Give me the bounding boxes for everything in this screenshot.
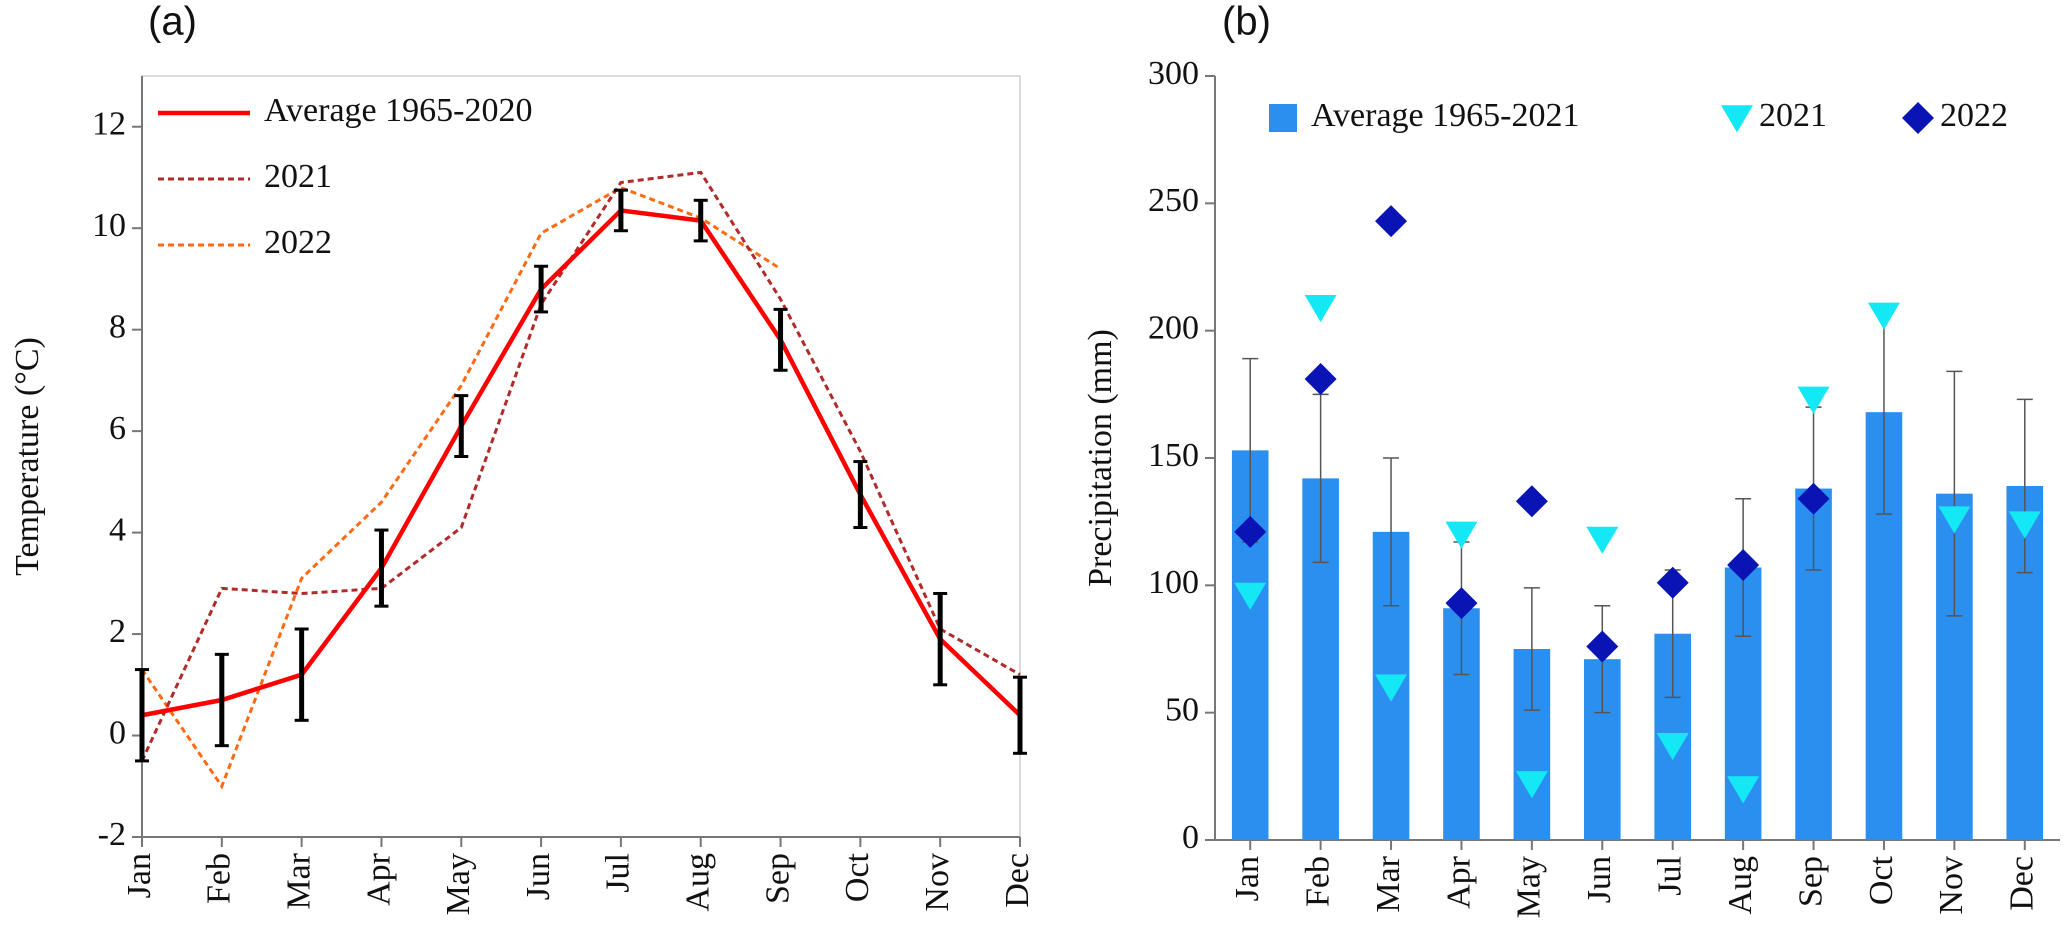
x-tick-label: Jun xyxy=(1581,856,1618,903)
x-tick-label: Jul xyxy=(1652,856,1689,896)
y-tick-label: 2 xyxy=(109,613,126,650)
point xyxy=(1656,566,1689,599)
x-tick-label: Oct xyxy=(1863,855,1900,905)
x-tick-label: Apr xyxy=(360,852,397,906)
x-tick-label: Nov xyxy=(919,853,956,912)
point xyxy=(1586,526,1619,554)
legend-swatch xyxy=(1269,104,1297,132)
y-axis-label: Precipitation (mm) xyxy=(1082,329,1119,587)
legend-label: 2021 xyxy=(1759,97,1827,134)
y-tick-label: 0 xyxy=(1182,819,1199,856)
x-tick-label: Feb xyxy=(201,853,238,904)
x-tick-label: Jan xyxy=(1229,856,1266,901)
point xyxy=(1797,482,1830,515)
x-tick-label: Mar xyxy=(1370,855,1407,912)
x-tick-label: Jan xyxy=(121,853,158,898)
legend-label: 2022 xyxy=(264,224,332,261)
x-tick-label: Feb xyxy=(1299,856,1336,907)
line-series xyxy=(140,185,782,790)
panel-label: (a) xyxy=(148,0,197,44)
y-tick-label: 8 xyxy=(109,308,126,345)
point xyxy=(2008,511,2041,539)
y-tick-label: 50 xyxy=(1165,691,1199,728)
point xyxy=(1515,485,1548,518)
point xyxy=(1234,582,1267,610)
point xyxy=(1727,776,1760,804)
point xyxy=(1375,674,1408,702)
y-tick-label: 150 xyxy=(1148,437,1199,474)
y-axis-label: Temperature (°C) xyxy=(9,337,46,576)
point xyxy=(1304,363,1337,396)
x-tick-label: Dec xyxy=(999,853,1036,908)
x-tick-label: Dec xyxy=(2004,856,2041,911)
point xyxy=(1797,386,1830,414)
legend-swatch xyxy=(1902,102,1934,134)
x-tick-label: May xyxy=(1511,856,1548,918)
y-tick-label: 250 xyxy=(1148,182,1199,219)
y-tick-label: 6 xyxy=(109,410,126,447)
panel-label: (b) xyxy=(1222,0,1271,44)
point xyxy=(1867,302,1900,330)
x-tick-label: May xyxy=(440,853,477,915)
point xyxy=(1445,521,1478,549)
legend-label: Average 1965-2021 xyxy=(1311,97,1579,134)
x-tick-label: Aug xyxy=(680,853,717,912)
x-tick-label: Aug xyxy=(1722,856,1759,915)
x-tick-label: Jun xyxy=(520,853,557,900)
y-tick-label: -2 xyxy=(98,816,126,853)
x-tick-label: Sep xyxy=(759,853,796,904)
x-tick-label: Jul xyxy=(600,853,637,893)
line-series xyxy=(141,208,1022,718)
point xyxy=(1656,732,1689,761)
y-tick-label: 4 xyxy=(109,511,126,548)
point xyxy=(1727,548,1760,581)
legend-label: 2022 xyxy=(1940,97,2008,134)
y-tick-label: 12 xyxy=(92,106,126,143)
y-tick-label: 100 xyxy=(1148,564,1199,601)
point xyxy=(1586,630,1619,663)
x-tick-label: Mar xyxy=(280,852,317,909)
y-tick-label: 300 xyxy=(1148,55,1199,92)
legend-label: 2021 xyxy=(264,158,332,195)
y-tick-label: 200 xyxy=(1148,309,1199,346)
x-tick-label: Sep xyxy=(1792,856,1829,907)
legend-swatch xyxy=(1721,105,1753,133)
point xyxy=(1375,205,1408,238)
x-tick-label: Oct xyxy=(839,852,876,902)
x-tick-label: Nov xyxy=(1933,856,1970,915)
y-tick-label: 0 xyxy=(109,714,126,751)
point xyxy=(1515,771,1548,799)
x-tick-label: Apr xyxy=(1440,855,1477,909)
point xyxy=(1445,587,1478,620)
y-tick-label: 10 xyxy=(92,207,126,244)
point xyxy=(1234,515,1267,548)
legend-label: Average 1965-2020 xyxy=(264,92,532,129)
point xyxy=(1938,506,1971,534)
line-series xyxy=(140,170,1021,762)
point xyxy=(1304,294,1337,323)
